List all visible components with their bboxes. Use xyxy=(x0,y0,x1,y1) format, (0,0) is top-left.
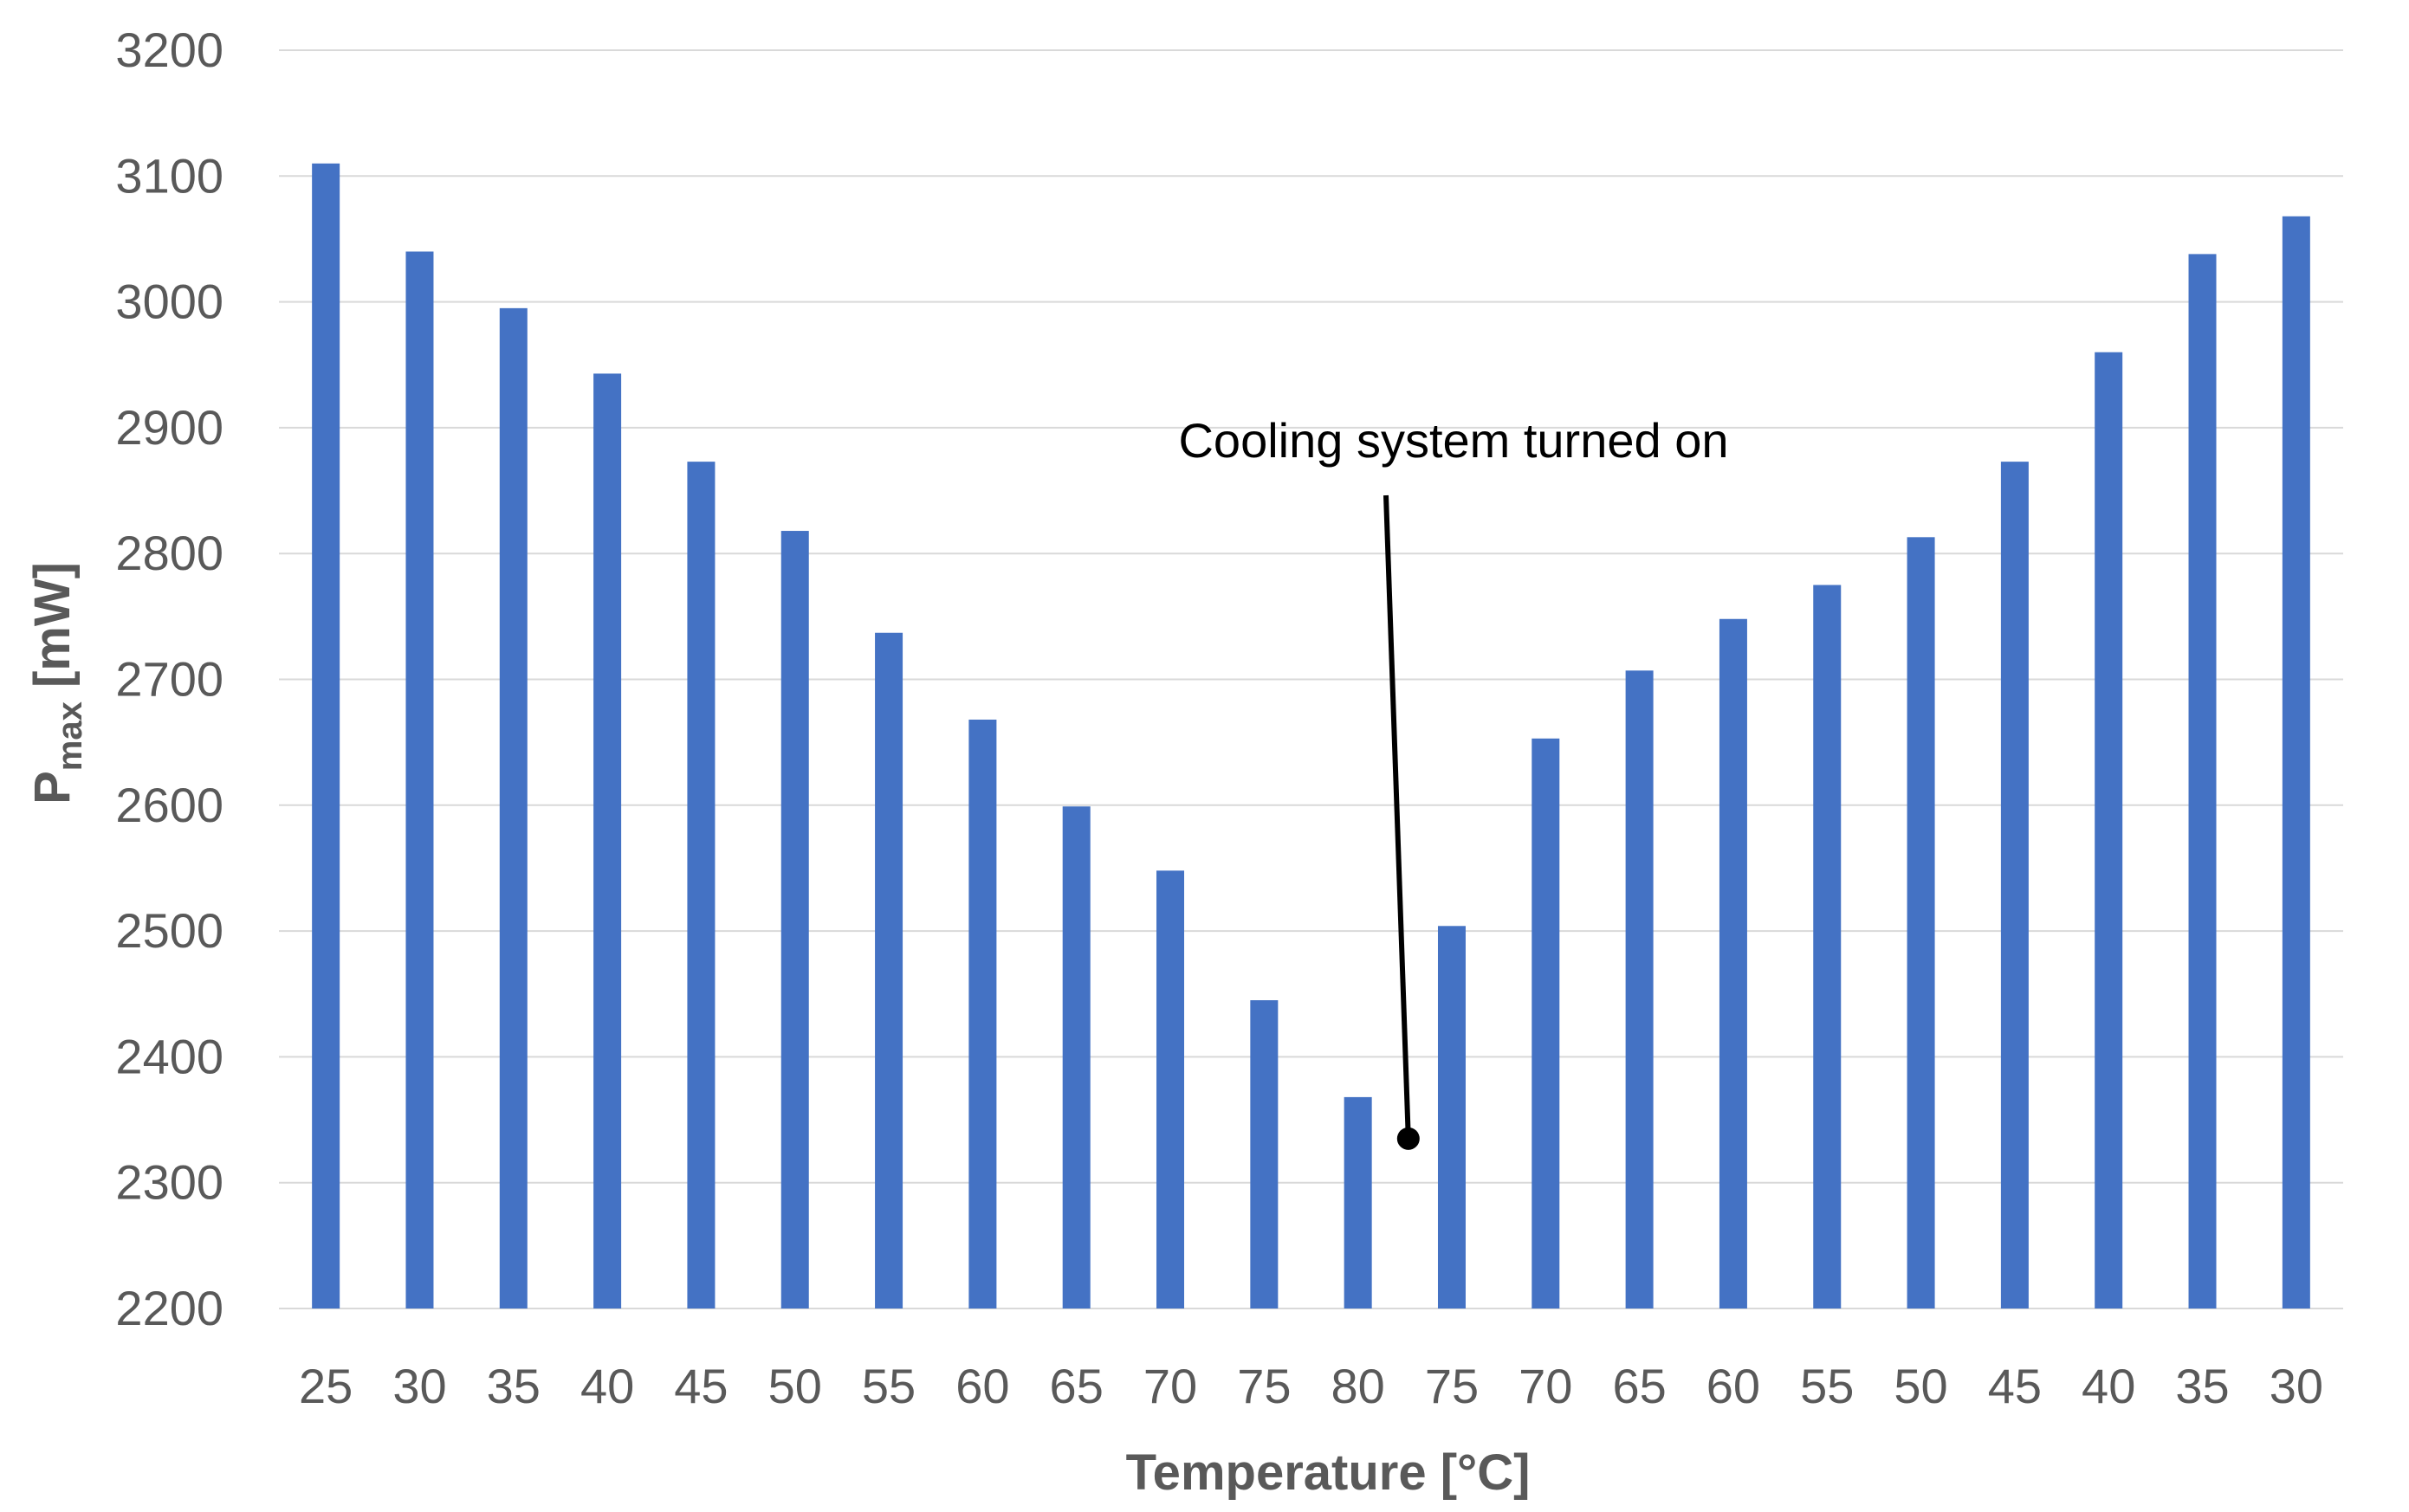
bar-7 xyxy=(968,719,997,1308)
bar-21 xyxy=(2282,216,2310,1308)
bar-4 xyxy=(687,462,716,1308)
y-tick-label: 2500 xyxy=(115,903,223,958)
y-axis-title-unit: [mW] xyxy=(24,562,81,701)
x-tick-label: 35 xyxy=(2175,1359,2229,1413)
x-tick-label: 65 xyxy=(1612,1359,1666,1413)
x-tick-label: 55 xyxy=(1800,1359,1854,1413)
bar-1 xyxy=(405,251,434,1309)
x-tick-label: 55 xyxy=(862,1359,916,1413)
x-tick-label: 60 xyxy=(955,1359,1009,1413)
x-tick-label: 45 xyxy=(1988,1359,2042,1413)
bar-2 xyxy=(499,307,528,1308)
x-axis-title: Temperature [°C] xyxy=(1126,1444,1531,1501)
bar-6 xyxy=(875,632,903,1308)
annotation: Cooling system turned on xyxy=(1178,413,1729,1150)
y-axis-title-main: P xyxy=(24,771,81,804)
x-axis-ticks: 25 30 35 40 45 50 55 60 65 70 75 80 75 70 65 60 55 50 45 40… xyxy=(299,1359,2323,1413)
y-tick-label: 2900 xyxy=(115,400,223,455)
bar-3 xyxy=(593,373,622,1308)
y-axis-title: Pmax [mW] xyxy=(24,562,89,804)
x-tick-label: 50 xyxy=(768,1359,822,1413)
bar-0 xyxy=(312,163,340,1308)
x-tick-label: 80 xyxy=(1331,1359,1385,1413)
bar-8 xyxy=(1062,806,1091,1308)
x-tick-label: 30 xyxy=(392,1359,446,1413)
x-tick-label: 40 xyxy=(2082,1359,2135,1413)
bar-10 xyxy=(1250,1000,1279,1308)
x-tick-label: 60 xyxy=(1706,1359,1760,1413)
bar-18 xyxy=(2000,462,2029,1308)
bar-15 xyxy=(1719,618,1747,1308)
bar-12 xyxy=(1437,926,1466,1308)
x-tick-label: 35 xyxy=(487,1359,541,1413)
x-tick-label: 40 xyxy=(580,1359,634,1413)
y-tick-label: 2800 xyxy=(115,526,223,580)
y-tick-label: 2300 xyxy=(115,1155,223,1210)
bar-9 xyxy=(1156,870,1185,1308)
y-tick-label: 3000 xyxy=(115,275,223,329)
bar-20 xyxy=(2188,254,2217,1308)
y-axis-title-sub: max xyxy=(51,701,89,771)
bar-13 xyxy=(1532,738,1560,1308)
y-tick-label: 2700 xyxy=(115,652,223,707)
x-tick-label: 75 xyxy=(1237,1359,1291,1413)
x-tick-label: 45 xyxy=(674,1359,728,1413)
x-tick-label: 65 xyxy=(1050,1359,1104,1413)
bars xyxy=(312,163,2310,1309)
bar-16 xyxy=(1813,585,1842,1308)
y-tick-label: 3100 xyxy=(115,148,223,203)
bar-14 xyxy=(1625,670,1654,1308)
svg-text:Pmax [mW]: Pmax [mW] xyxy=(24,562,89,804)
y-tick-label: 2200 xyxy=(115,1281,223,1335)
x-tick-label: 70 xyxy=(1143,1359,1197,1413)
x-tick-label: 70 xyxy=(1519,1359,1572,1413)
x-tick-label: 25 xyxy=(299,1359,353,1413)
bar-5 xyxy=(780,531,809,1308)
y-tick-label: 2600 xyxy=(115,778,223,832)
annotation-dot xyxy=(1396,1127,1420,1150)
bar-17 xyxy=(1907,537,1935,1308)
annotation-text: Cooling system turned on xyxy=(1178,413,1728,468)
x-tick-label: 50 xyxy=(1894,1359,1947,1413)
x-tick-label: 30 xyxy=(2270,1359,2323,1413)
annotation-arrow-line xyxy=(1383,494,1411,1139)
y-tick-label: 2400 xyxy=(115,1029,223,1083)
bar-11 xyxy=(1344,1096,1372,1308)
y-tick-label: 3200 xyxy=(115,23,223,77)
bar-19 xyxy=(2095,352,2123,1309)
gridlines xyxy=(279,49,2343,1309)
y-axis-ticks: 2200 2300 2400 2500 2600 2700 2800 2900 3000 3100… xyxy=(115,23,223,1335)
x-tick-label: 75 xyxy=(1425,1359,1479,1413)
